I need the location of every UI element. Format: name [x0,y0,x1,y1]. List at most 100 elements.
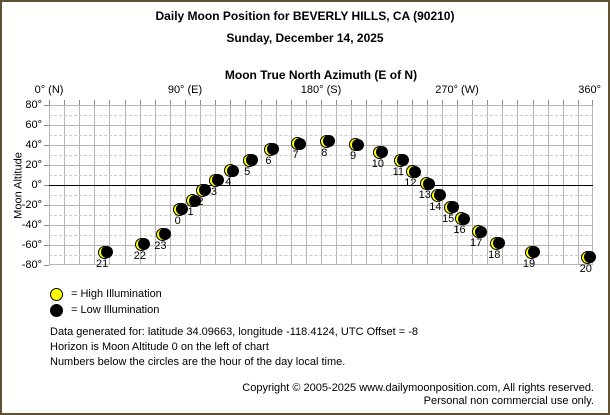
moon-marker-hour-12 [405,165,421,178]
x-tick-mark [140,100,141,105]
moon-dark-disc-icon [158,228,171,240]
x-tick-label: 90° (E) [167,84,203,96]
moon-marker-hour-7 [291,137,307,150]
y-tick-mark [44,245,49,246]
moon-dark-disc-icon [226,164,239,177]
gridline-horizontal [49,225,593,226]
x-tick-mark [397,100,398,105]
hour-label-0: 0 [174,214,181,227]
y-tick-label: 20° [25,159,42,171]
gridline-horizontal-dashed [49,235,593,236]
moon-dark-disc-icon [396,154,409,166]
hour-label-13: 13 [418,189,431,201]
y-tick-mark [44,125,49,126]
x-tick-label: 360° [578,84,601,96]
moon-dark-disc-icon [322,135,335,147]
hour-label-6: 6 [265,154,272,167]
moon-dark-disc-icon [446,201,459,213]
x-tick-mark [578,100,579,105]
x-tick-label: 0° (N) [34,84,64,96]
moon-marker-hour-21 [97,245,113,259]
moon-dark-disc-icon [351,138,364,151]
x-tick-mark [366,100,367,105]
y-axis-tick-marks [44,0,49,415]
x-tick-mark [472,100,473,105]
x-tick-mark [155,100,156,105]
moon-marker-hour-13 [420,177,436,190]
x-tick-mark [592,100,593,105]
x-tick-mark [533,100,534,105]
hour-label-21: 21 [96,257,109,270]
hour-label-16: 16 [453,224,466,236]
moon-dark-disc-icon [584,251,597,263]
plot-area: 0 1 2 3 4 5 6 7 8 9 10 11 12 13 14 15 16 17 18 19 20 21 22 23 [49,105,597,274]
x-tick-mark [502,100,503,105]
x-tick-mark [215,100,216,105]
gridline-horizontal-dashed [49,175,593,176]
legend-high-illumination-label: = High Illumination [71,288,162,300]
moon-dark-disc-icon [176,203,189,215]
horizon-line [49,185,593,186]
x-axis-tick-labels: 0° (N) 90° (E) 180° (S) 270° (W) 360° [0,84,610,97]
moon-dark-disc-icon [189,194,202,207]
hour-label-12: 12 [404,177,417,189]
legend-high-illumination-icon [50,288,63,301]
moon-dark-disc-icon [458,212,471,225]
hour-label-23: 23 [154,239,167,252]
x-tick-mark [427,100,428,105]
x-tick-mark [548,100,549,105]
gridline-horizontal-dashed [49,115,593,116]
moon-dark-disc-icon [294,137,307,150]
x-tick-mark [381,100,382,105]
hour-label-20: 20 [579,262,592,275]
gridline-horizontal [49,165,593,166]
x-tick-mark [412,100,413,105]
y-tick-mark [44,265,49,266]
hour-label-2: 2 [197,195,204,208]
moon-marker-hour-17 [471,225,487,238]
x-tick-mark [321,100,322,105]
moon-marker-hour-1 [186,194,202,207]
page-title: Daily Moon Position for BEVERLY HILLS, C… [155,9,455,23]
x-tick-mark [230,100,231,105]
x-tick-mark [351,100,352,105]
x-tick-mark [261,100,262,105]
y-tick-label: 0° [31,179,42,191]
note-horizon: Horizon is Moon Altitude 0 on the left o… [50,341,269,353]
moon-marker-hour-2 [195,183,211,197]
y-tick-label: 40° [25,139,42,151]
moon-marker-hour-14 [430,188,446,202]
note-data-generated: Data generated for: latitude 34.09663, l… [50,326,419,338]
gridline-horizontal-dashed [49,255,593,256]
y-tick-mark [44,205,49,206]
x-tick-mark [109,100,110,105]
moon-marker-hour-3 [209,173,225,187]
x-tick-mark [200,100,201,105]
moon-dark-disc-icon [138,238,151,250]
moon-dark-disc-icon [100,246,113,258]
x-tick-mark [185,100,186,105]
moon-marker-hour-11 [393,153,409,167]
x-tick-mark [245,100,246,105]
hour-label-7: 7 [292,149,299,161]
moon-dark-disc-icon [474,225,487,238]
x-tick-mark [487,100,488,105]
moon-marker-hour-16 [455,212,471,225]
y-tick-label: -60° [21,239,42,251]
y-tick-mark [44,225,49,226]
hour-label-8: 8 [321,146,328,159]
x-tick-mark [49,100,50,105]
personal-use-line: Personal non commercial use only. [423,395,594,407]
y-tick-label: 80° [25,99,42,111]
x-tick-mark [94,100,95,105]
gridline-horizontal-dashed [49,195,593,196]
hour-label-1: 1 [187,206,194,218]
moon-marker-hour-19 [524,245,540,259]
moon-dark-disc-icon [408,165,421,178]
gridline-horizontal-dashed [49,155,593,156]
moon-marker-hour-10 [373,145,389,159]
y-tick-label: -80° [21,259,42,271]
moon-marker-hour-8 [319,134,335,148]
gridline-horizontal-dashed [49,215,593,216]
